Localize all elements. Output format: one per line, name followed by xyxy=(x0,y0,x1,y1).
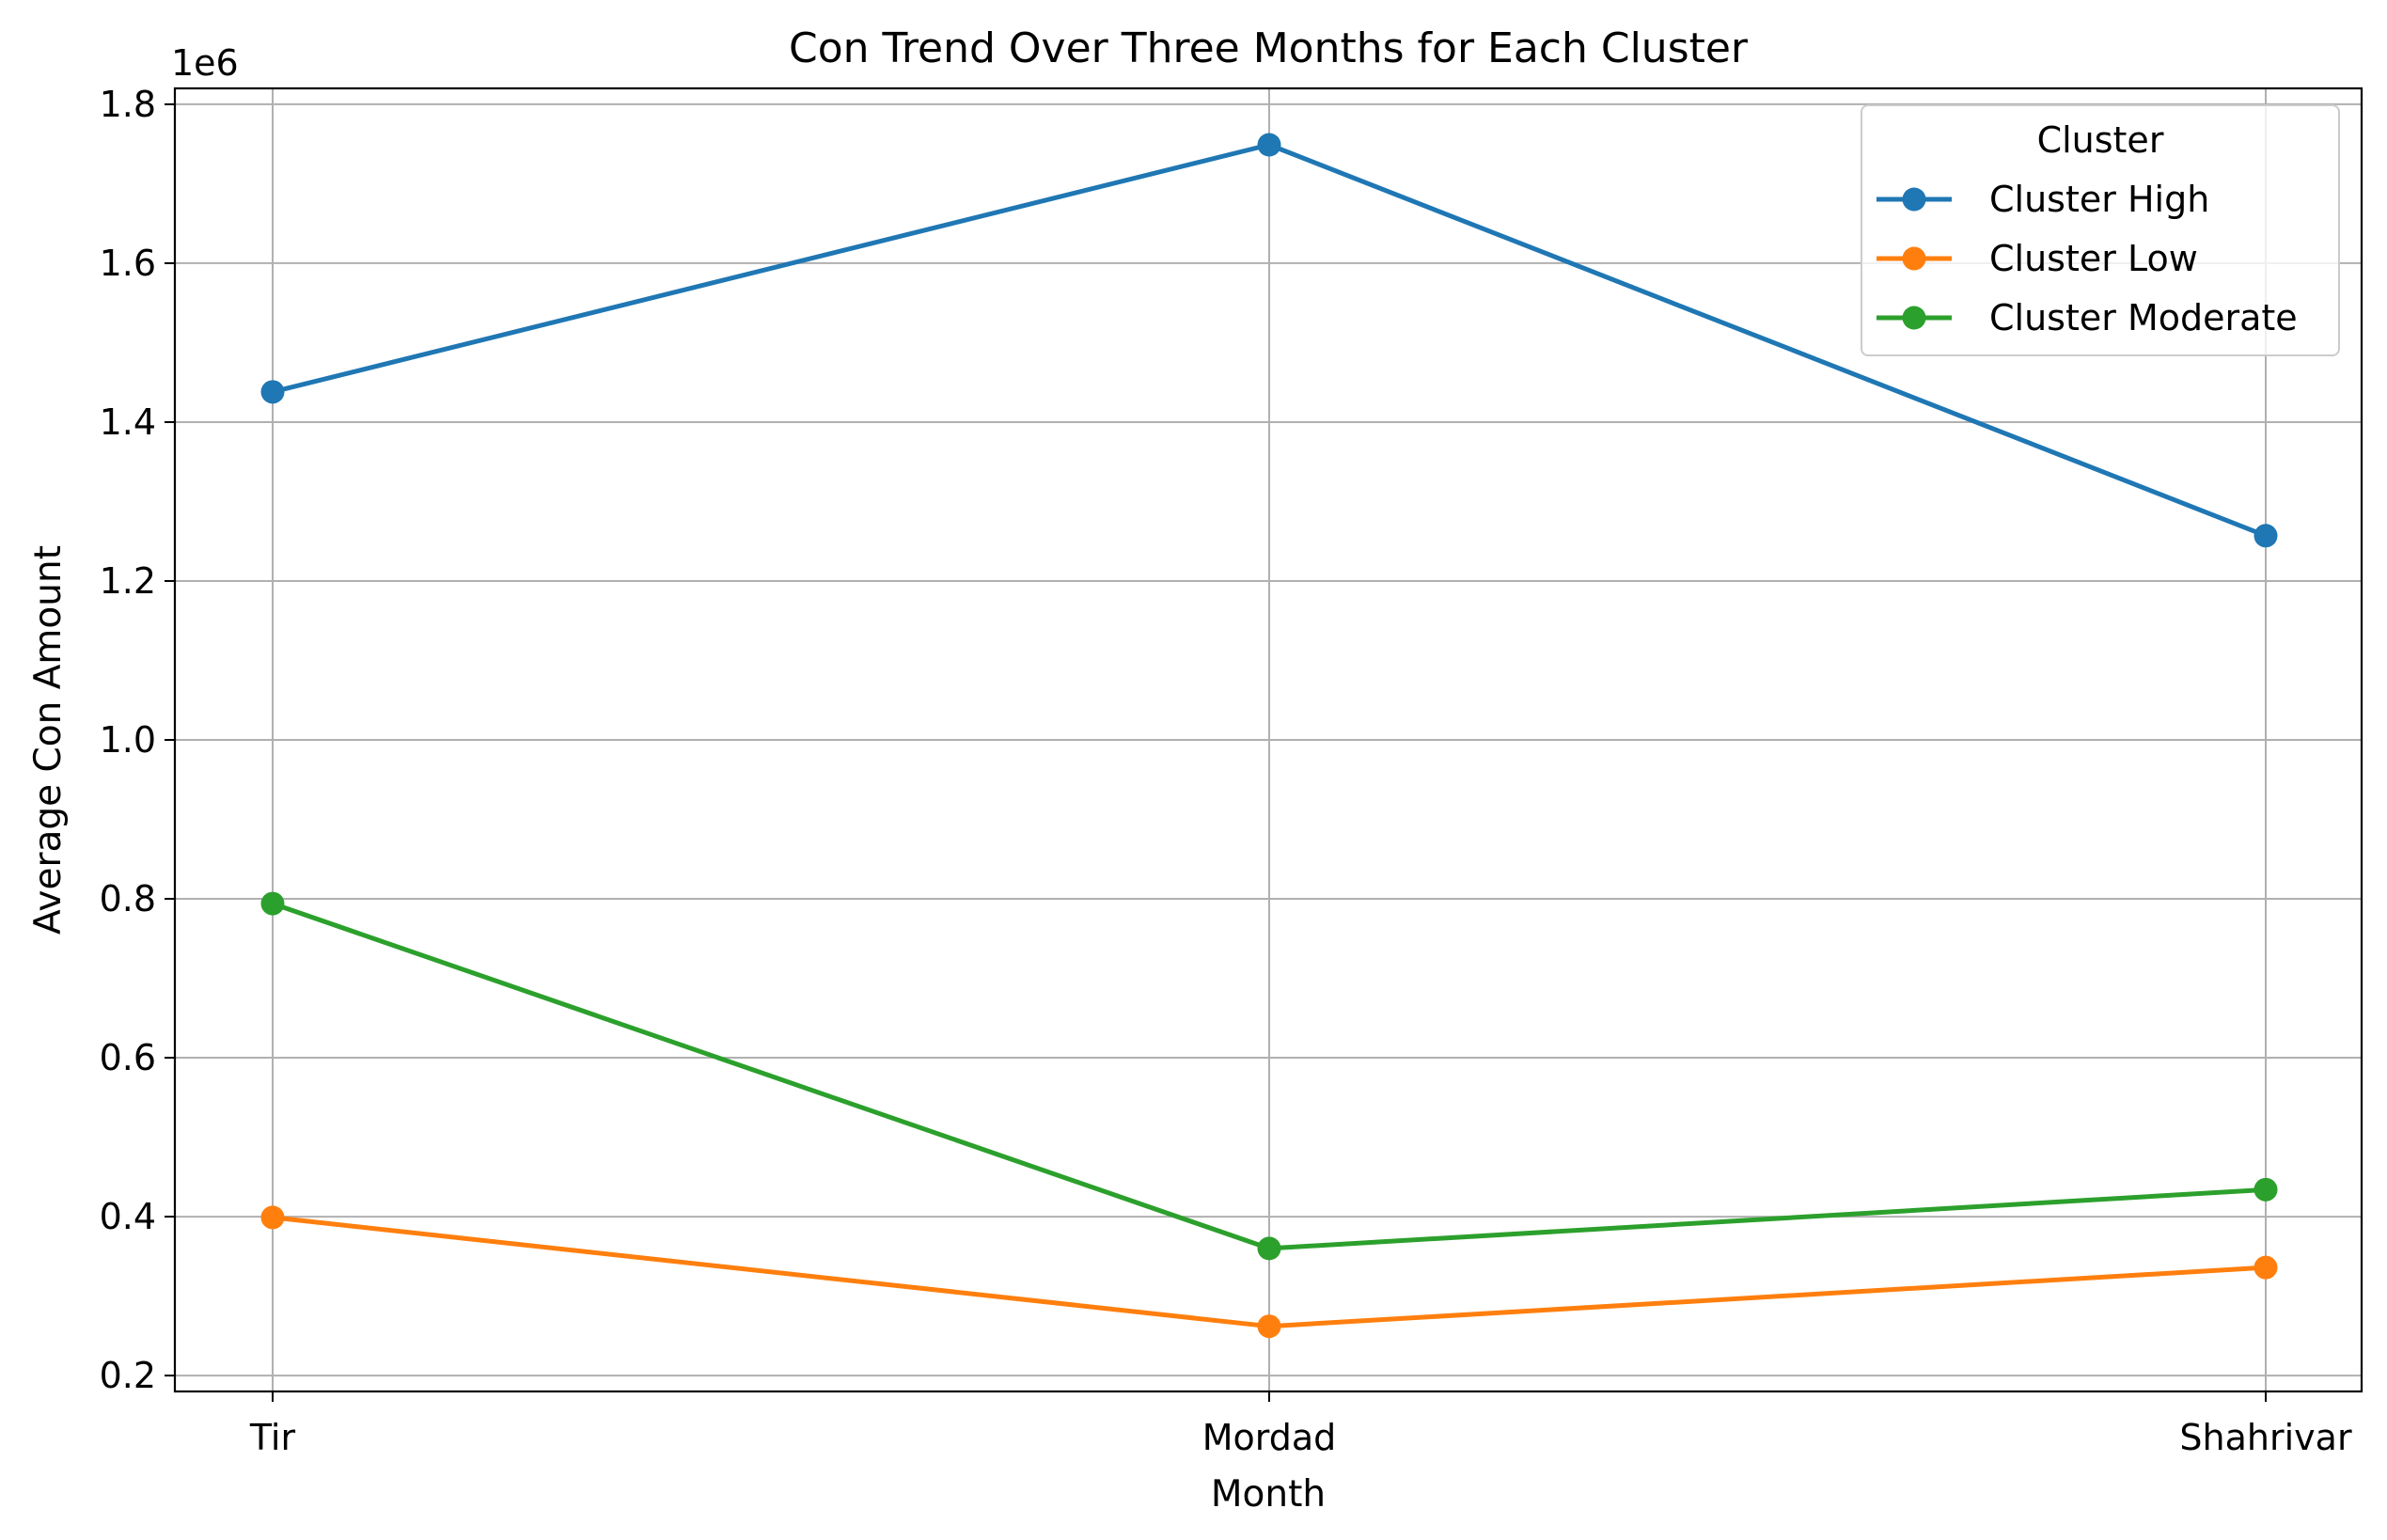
legend-label: Cluster High xyxy=(1989,179,2209,220)
data-point xyxy=(1257,1314,1281,1339)
y-axis-offset-label: 1e6 xyxy=(171,42,239,84)
data-point xyxy=(260,380,285,404)
legend-frame xyxy=(1861,104,2340,356)
data-point xyxy=(2254,1255,2278,1280)
data-point xyxy=(260,1205,285,1230)
legend-item: Cluster High xyxy=(1877,179,2209,220)
legend-item: Cluster Moderate xyxy=(1877,297,2298,338)
legend-marker xyxy=(1902,187,1926,212)
data-point xyxy=(1257,133,1281,157)
legend-label: Cluster Moderate xyxy=(1989,297,2298,338)
y-tick-label: 0.4 xyxy=(100,1196,156,1237)
legend-label: Cluster Low xyxy=(1989,238,2198,279)
x-tick-label: Tir xyxy=(249,1417,296,1458)
x-axis-label: Month xyxy=(1211,1473,1326,1516)
y-tick-label: 1.4 xyxy=(100,401,156,443)
legend-title: Cluster xyxy=(2037,119,2164,161)
data-point xyxy=(260,891,285,916)
legend-marker xyxy=(1902,306,1926,330)
series-cluster-moderate xyxy=(260,891,2278,1261)
legend-item: Cluster Low xyxy=(1877,238,2198,279)
x-tick-label: Shahrivar xyxy=(2179,1417,2352,1458)
series-layer xyxy=(260,133,2278,1339)
legend: Cluster Cluster High Cluster Low Cluster Mo… xyxy=(1861,104,2340,356)
data-point xyxy=(2254,1177,2278,1202)
grid-lines xyxy=(175,88,2362,1391)
series-cluster-low xyxy=(260,1205,2278,1339)
y-tick-label: 1.6 xyxy=(100,243,156,284)
y-tick-label: 0.2 xyxy=(100,1355,156,1396)
y-tick-label: 1.8 xyxy=(100,84,156,125)
y-tick-label: 1.0 xyxy=(100,719,156,761)
y-tick-label: 0.6 xyxy=(100,1037,156,1078)
y-tick-label: 1.2 xyxy=(100,560,156,602)
x-tick-label: Mordad xyxy=(1202,1417,1337,1458)
series-cluster-high xyxy=(260,133,2278,548)
axis-ticks: 0.2 0.4 0.6 0.8 1.0 1.2 1.4 1.6 1.8 Tir Mordad Shah… xyxy=(100,84,2352,1458)
chart-title: Con Trend Over Three Months for Each Clu… xyxy=(789,24,1749,72)
legend-marker xyxy=(1902,246,1926,271)
y-axis-label: Average Con Amount xyxy=(27,545,70,935)
data-point xyxy=(2254,524,2278,548)
data-point xyxy=(1257,1236,1281,1261)
y-tick-label: 0.8 xyxy=(100,878,156,919)
